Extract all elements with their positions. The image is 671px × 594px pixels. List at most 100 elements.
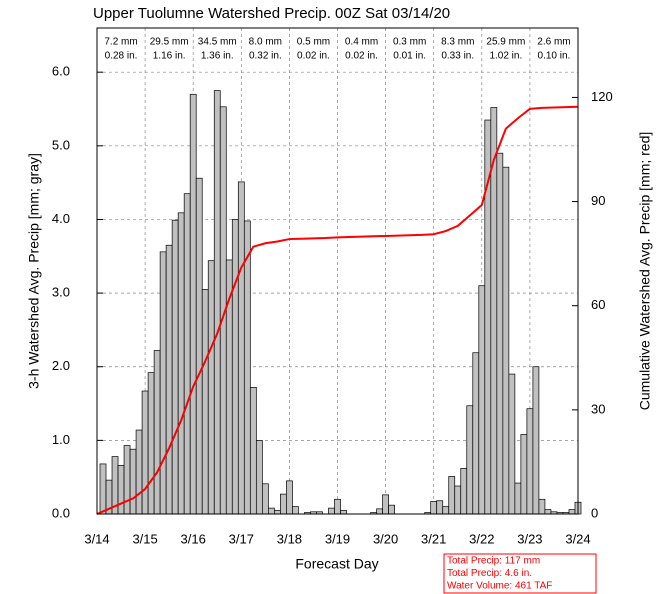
x-tick-label: 3/18 (277, 531, 302, 546)
bar (568, 509, 576, 515)
bar (460, 467, 468, 515)
bar (249, 386, 257, 515)
bar (526, 408, 534, 515)
y-axis-label: 3-h Watershed Avg. Precip [mm; gray] (26, 153, 42, 389)
cumulative-line (96, 105, 579, 515)
bar (255, 440, 263, 515)
y-tick-label: 6.0 (52, 64, 70, 79)
x-tick-label: 3/21 (421, 531, 446, 546)
bar (472, 352, 480, 515)
bar (231, 219, 239, 515)
bar (201, 289, 209, 515)
bar (454, 485, 462, 515)
y2-tick-label: 30 (591, 401, 605, 416)
plot-frame (96, 27, 579, 515)
daily-total-mm: 25.9 mm (486, 37, 525, 48)
bar (261, 483, 269, 515)
bar (268, 507, 275, 515)
daily-total-in: 1.16 in. (153, 51, 186, 62)
daily-total-mm: 2.6 mm (537, 37, 570, 48)
bar (292, 506, 299, 515)
y2-tick-label: 120 (591, 89, 613, 104)
daily-total-in: 0.02 in. (297, 51, 330, 62)
bar (177, 212, 185, 515)
x-tick-label: 3/15 (132, 531, 157, 546)
bar (135, 429, 143, 515)
bar (430, 501, 438, 515)
summary-line: Water Volume: 461 TAF (447, 581, 552, 592)
daily-total-mm: 7.2 mm (104, 37, 137, 48)
daily-total-mm: 8.3 mm (441, 37, 474, 48)
daily-total-mm: 0.3 mm (393, 37, 426, 48)
bar (436, 500, 444, 515)
bar (532, 366, 540, 515)
bar (123, 445, 131, 515)
y-tick-label: 0.0 (52, 505, 70, 520)
daily-total-in: 1.02 in. (489, 51, 522, 62)
x-tick-label: 3/20 (373, 531, 398, 546)
bar (195, 177, 203, 515)
bar (334, 498, 341, 515)
y-tick-label: 5.0 (52, 137, 70, 152)
bar (388, 504, 395, 515)
bar (153, 350, 161, 515)
y-tick-label: 3.0 (52, 285, 70, 300)
y2-tick-label: 90 (591, 193, 605, 208)
bar (478, 285, 486, 515)
x-tick-label: 3/19 (325, 531, 350, 546)
daily-total-in: 0.10 in. (538, 51, 571, 62)
y2-tick-label: 60 (591, 297, 605, 312)
summary-line: Total Precip: 117 mm (447, 556, 540, 567)
daily-total-in: 0.01 in. (393, 51, 426, 62)
daily-total-mm: 0.5 mm (297, 37, 330, 48)
bar (243, 220, 251, 515)
x-tick-label: 3/14 (84, 531, 109, 546)
bar (496, 152, 504, 515)
bar (538, 498, 546, 515)
bar (448, 476, 456, 515)
bar (502, 166, 510, 515)
bar (183, 193, 191, 515)
bar (159, 251, 167, 515)
bar (165, 244, 173, 515)
y-tick-label: 2.0 (52, 358, 70, 373)
bar (117, 465, 125, 515)
bar (99, 463, 107, 515)
x-tick-label: 3/24 (565, 531, 590, 546)
summary-line: Total Precip: 4.6 in. (447, 568, 532, 579)
daily-total-in: 0.32 in. (249, 51, 282, 62)
y2-tick-label: 0 (591, 505, 598, 520)
bar (376, 508, 383, 515)
bar (340, 509, 347, 515)
bar (141, 390, 149, 515)
x-tick-label: 3/22 (469, 531, 494, 546)
y-tick-label: 4.0 (52, 211, 70, 226)
bar (274, 509, 281, 515)
x-axis-label: Forecast Day (295, 556, 378, 572)
bar (508, 373, 516, 515)
bar (442, 506, 450, 515)
daily-total-mm: 34.5 mm (198, 37, 237, 48)
x-tick-label: 3/17 (229, 531, 254, 546)
bar (207, 260, 215, 515)
daily-total-mm: 8.0 mm (249, 37, 282, 48)
daily-total-in: 1.36 in. (201, 51, 234, 62)
daily-total-in: 0.33 in. (441, 51, 474, 62)
daily-total-mm: 0.4 mm (345, 37, 378, 48)
daily-total-mm: 29.5 mm (150, 37, 189, 48)
bar (280, 493, 287, 515)
bar (171, 219, 179, 515)
bar (129, 448, 137, 515)
bar (189, 93, 197, 515)
bar (514, 482, 522, 515)
bar (466, 405, 474, 515)
x-tick-label: 3/16 (181, 531, 206, 546)
bar (286, 480, 293, 515)
bar (237, 181, 245, 515)
daily-total-in: 0.02 in. (345, 51, 378, 62)
bar (147, 372, 155, 515)
summary-box (443, 553, 597, 594)
daily-total-in: 0.28 in. (105, 51, 138, 62)
bar (382, 494, 389, 515)
